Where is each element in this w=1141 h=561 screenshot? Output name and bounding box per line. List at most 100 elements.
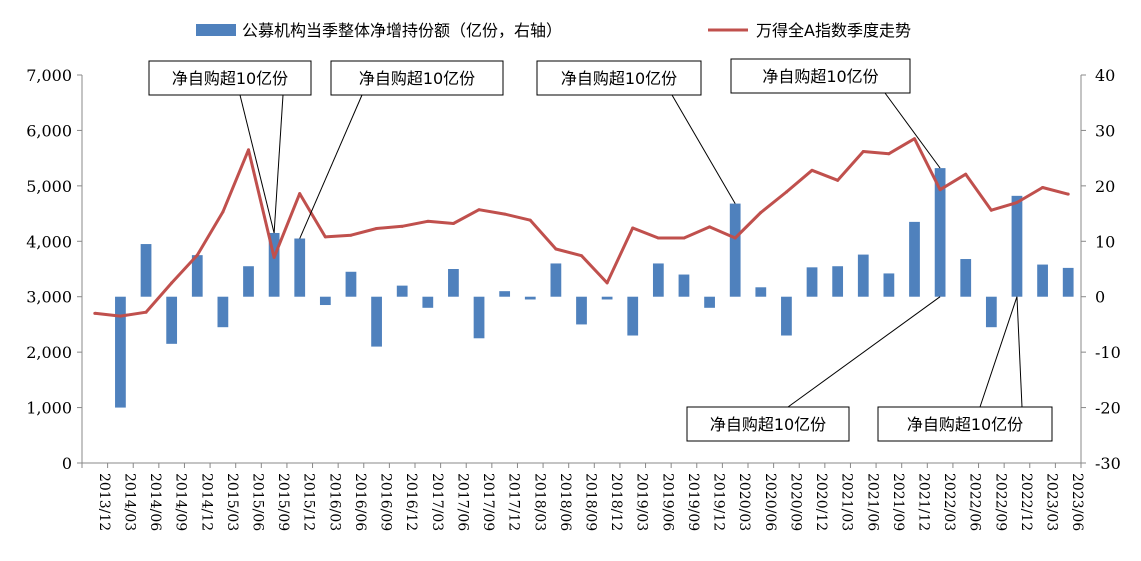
bar <box>396 285 408 297</box>
callout-box <box>730 58 911 94</box>
bar <box>832 266 844 297</box>
bar <box>499 291 511 297</box>
x-tick-label: 2020/06 <box>762 473 778 531</box>
legend-bar-label: 公募机构当季整体净增持份额（亿份，右轴） <box>242 21 562 40</box>
callout-box <box>330 60 504 96</box>
line-point <box>144 310 148 314</box>
left-tick-label: 6,000 <box>26 121 72 140</box>
x-tick-label: 2021/06 <box>864 473 880 531</box>
line-point <box>323 235 327 239</box>
line-point <box>733 236 737 240</box>
right-tick-label: 10 <box>1095 232 1115 251</box>
line-point <box>477 208 481 212</box>
line-point <box>451 222 455 226</box>
line-point <box>1041 186 1045 190</box>
index-line <box>94 137 1069 318</box>
line-point <box>887 152 891 156</box>
x-tick-label: 2023/06 <box>1069 473 1085 531</box>
right-tick-label: 0 <box>1095 288 1105 307</box>
legend-line-label: 万得全A指数季度走势 <box>756 21 911 40</box>
callout-leader-line <box>884 92 941 169</box>
bar <box>294 238 306 297</box>
bar <box>268 232 280 297</box>
right-tick-label: -20 <box>1095 399 1121 418</box>
callout-box <box>877 406 1053 442</box>
x-tick-label: 2013/12 <box>96 473 112 531</box>
x-tick-label: 2015/03 <box>224 473 240 531</box>
right-tick-label: 40 <box>1095 66 1115 85</box>
line-point <box>1015 200 1019 204</box>
line-point <box>861 149 865 153</box>
x-tick-label: 2020/03 <box>736 473 752 531</box>
x-tick-label: 2017/09 <box>480 473 496 531</box>
bar <box>934 168 946 297</box>
bar <box>1011 195 1023 297</box>
line-point <box>400 224 404 228</box>
callout-leader-line <box>671 94 736 204</box>
bar <box>729 203 741 297</box>
x-tick-label: 2022/06 <box>967 473 983 531</box>
x-tick-label: 2018/12 <box>608 473 624 531</box>
bar <box>960 259 972 297</box>
x-tick-label: 2014/03 <box>121 473 137 531</box>
x-tick-label: 2019/03 <box>634 473 650 531</box>
line-point <box>989 208 993 212</box>
bar <box>985 296 997 328</box>
line-point <box>631 226 635 230</box>
left-tick-label: 2,000 <box>26 343 72 362</box>
line-point <box>93 311 97 315</box>
bar <box>627 296 639 336</box>
bar <box>217 296 229 328</box>
left-tick-label: 3,000 <box>26 288 72 307</box>
x-tick-label: 2015/09 <box>275 473 291 531</box>
line-point <box>682 236 686 240</box>
x-tick-label: 2017/03 <box>429 473 445 531</box>
x-tick-label: 2016/03 <box>326 473 342 531</box>
bar <box>601 296 613 300</box>
line-point <box>503 212 507 216</box>
x-tick-label: 2022/03 <box>941 473 957 531</box>
x-tick-label: 2023/03 <box>1044 473 1060 531</box>
callout-label: 净自购超10亿份 <box>710 415 826 434</box>
x-tick-label: 2015/06 <box>250 473 266 531</box>
left-tick-label: 5,000 <box>26 177 72 196</box>
x-tick-label: 2017/12 <box>506 473 522 531</box>
line-point <box>247 148 250 152</box>
bar <box>704 296 715 308</box>
callout-leader-line <box>1016 296 1023 408</box>
line-point <box>221 210 225 214</box>
left-tick-label: 4,000 <box>26 232 72 251</box>
bar <box>550 263 562 297</box>
left-tick-label: 1,000 <box>26 399 72 418</box>
x-tick-label: 2014/12 <box>198 473 214 531</box>
x-tick-label: 2021/09 <box>890 473 906 531</box>
line-point <box>964 172 968 176</box>
line-point <box>426 219 430 223</box>
x-tick-label: 2020/09 <box>787 473 803 531</box>
bar <box>857 254 869 297</box>
right-tick-label: 20 <box>1095 177 1115 196</box>
line-point <box>375 227 379 231</box>
callout-leader-line <box>273 94 284 234</box>
bar <box>1037 264 1048 297</box>
callout-label: 净自购超10亿份 <box>907 415 1023 434</box>
line-point <box>272 255 276 259</box>
bar <box>422 296 434 308</box>
x-tick-label: 2015/12 <box>301 473 317 531</box>
x-tick-label: 2022/12 <box>1018 473 1034 531</box>
line-point <box>759 210 763 214</box>
bar <box>524 296 536 300</box>
callout-box <box>536 60 702 96</box>
bar <box>345 271 357 297</box>
bar <box>115 296 126 408</box>
line-point <box>913 137 916 141</box>
x-tick-label: 2014/06 <box>147 473 163 531</box>
line-point <box>298 192 302 196</box>
callout-leader-line <box>239 94 275 234</box>
line-series <box>93 137 1070 318</box>
callout-label: 净自购超10亿份 <box>762 67 878 86</box>
line-point <box>554 247 558 251</box>
line-point <box>938 188 942 192</box>
axes: 0 1,000 2,000 3,000 4,000 5,000 6,000 7,000 -30 -… <box>26 66 1121 531</box>
